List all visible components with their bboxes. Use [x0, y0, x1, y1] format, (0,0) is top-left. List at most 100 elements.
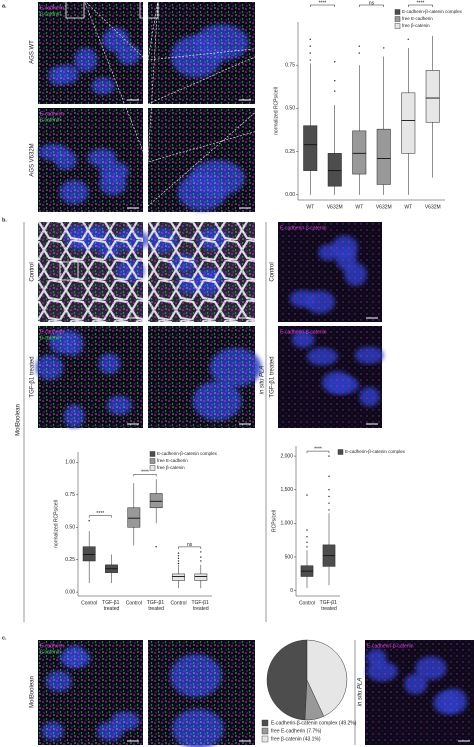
- box: [172, 573, 185, 581]
- stain-label: E-cadherin-β-catenin: [280, 329, 327, 335]
- significance-label: ns: [187, 542, 193, 548]
- zoom-box: [59, 261, 79, 281]
- outlier: [306, 541, 308, 543]
- stain-label: β-catenin: [40, 117, 61, 123]
- significance-bracket: [359, 4, 384, 7]
- outlier: [200, 560, 202, 562]
- outlier: [309, 38, 311, 40]
- significance-bracket: [306, 450, 330, 454]
- legend-label: E-cadherin-β-catenin complex: [157, 451, 218, 456]
- panel-label: c.: [2, 635, 7, 641]
- speckle: [38, 108, 143, 212]
- outlier: [358, 45, 360, 47]
- outlier: [306, 536, 308, 538]
- legend-swatch: [261, 719, 269, 727]
- x-tick-label-line: treated: [148, 606, 164, 612]
- y-axis-title: normalized RCPs/cell: [273, 87, 279, 135]
- x-tick-label-line: treated: [193, 606, 209, 612]
- y-tick-label: 1,500: [280, 487, 293, 493]
- outlier: [306, 494, 308, 496]
- legend-swatch: [149, 451, 156, 457]
- speckle: [38, 640, 143, 745]
- legend-swatch: [149, 458, 156, 464]
- panel-label: b.: [2, 217, 7, 223]
- zoom-box: [365, 0, 385, 19]
- legend-swatch: [261, 735, 269, 743]
- legend-label: free E-cadherin (7.7%): [271, 728, 322, 734]
- x-tick-label: WT: [306, 204, 314, 210]
- outlier: [200, 556, 202, 558]
- box: [401, 92, 416, 154]
- speckle: [278, 222, 382, 322]
- x-tick-label: Control: [170, 600, 186, 606]
- box: [149, 493, 163, 509]
- legend-label: E-cadherin-β-catenin complex (49.2%): [271, 720, 357, 726]
- outlier: [334, 61, 336, 63]
- outlier: [334, 90, 336, 92]
- stain-label: E-cadherin: [40, 329, 64, 335]
- outlier: [383, 47, 385, 49]
- stain-label: E-cadherin-β-catenin: [367, 643, 414, 649]
- x-tick-label: TGF-β1 treated: [147, 600, 166, 612]
- significance-label: ****: [417, 0, 425, 6]
- y-axis-title: normalized RCPs/cell: [53, 500, 59, 548]
- legend-label: E-cadherin-β-catenin complex: [345, 449, 406, 454]
- significance-label: ****: [319, 0, 327, 6]
- row-label: MolBoolean: [30, 676, 36, 708]
- x-tick-label: TGF-β1 treated: [102, 600, 121, 612]
- x-tick-label: V632M: [327, 204, 343, 210]
- outlier: [200, 551, 202, 553]
- y-tick-label: 1.00: [65, 460, 75, 466]
- legend-swatch: [337, 449, 344, 455]
- outlier: [328, 509, 330, 511]
- legend-swatch: [261, 727, 269, 735]
- box: [127, 507, 141, 528]
- row-label: in situ PLA: [260, 366, 266, 395]
- outlier: [177, 552, 180, 554]
- speckle: [148, 2, 255, 104]
- x-tick-label: TGF-β1 treated: [191, 600, 210, 612]
- box: [82, 546, 96, 562]
- zoom-line: [147, 0, 159, 61]
- row-label: AGS WT: [30, 40, 36, 64]
- legend-label: E-cadherin-β-catenin complex: [402, 9, 463, 14]
- x-tick-label-line: TGF-β1: [320, 600, 339, 606]
- pie-slice: [306, 639, 348, 717]
- pie-slice: [266, 639, 308, 721]
- y-tick-label: 0: [290, 588, 293, 594]
- x-tick-label: V632M: [425, 204, 441, 210]
- outlier: [328, 495, 330, 498]
- y-tick-label: 0.50: [65, 525, 75, 531]
- y-tick-label: 0.25: [285, 149, 295, 155]
- row-label: Control: [30, 262, 36, 281]
- outlier: [88, 520, 90, 522]
- legend-label: free β-catenin: [402, 23, 430, 28]
- zoom-line: [147, 69, 474, 163]
- y-tick-label: 0.25: [65, 557, 75, 563]
- x-tick-label: Control: [126, 600, 142, 606]
- speckle: [278, 326, 382, 428]
- outlier: [328, 455, 330, 457]
- outlier: [328, 502, 330, 504]
- legend-swatch: [394, 9, 401, 15]
- y-tick-label: 0.00: [285, 192, 295, 198]
- row-label: TGF-β1 treated: [30, 356, 36, 397]
- box: [194, 573, 208, 581]
- stain-label: β-catenin: [40, 11, 61, 17]
- box: [303, 125, 318, 171]
- x-tick-label: WT: [404, 204, 412, 210]
- box: [425, 70, 440, 123]
- zoom-box: [139, 0, 159, 19]
- y-tick-label: 0.50: [285, 106, 295, 112]
- legend-label: free E-cadherin: [402, 16, 433, 21]
- outlier: [155, 546, 157, 548]
- outlier: [177, 560, 180, 562]
- y-tick-label: 0.75: [65, 492, 75, 498]
- zoom-line: [147, 0, 159, 163]
- zoom-line: [147, 0, 385, 105]
- x-tick-label-line: TGF-β1: [147, 600, 166, 606]
- speckle: [38, 326, 143, 428]
- legend-swatch: [394, 16, 401, 22]
- outlier: [177, 562, 180, 565]
- outlier: [306, 546, 308, 548]
